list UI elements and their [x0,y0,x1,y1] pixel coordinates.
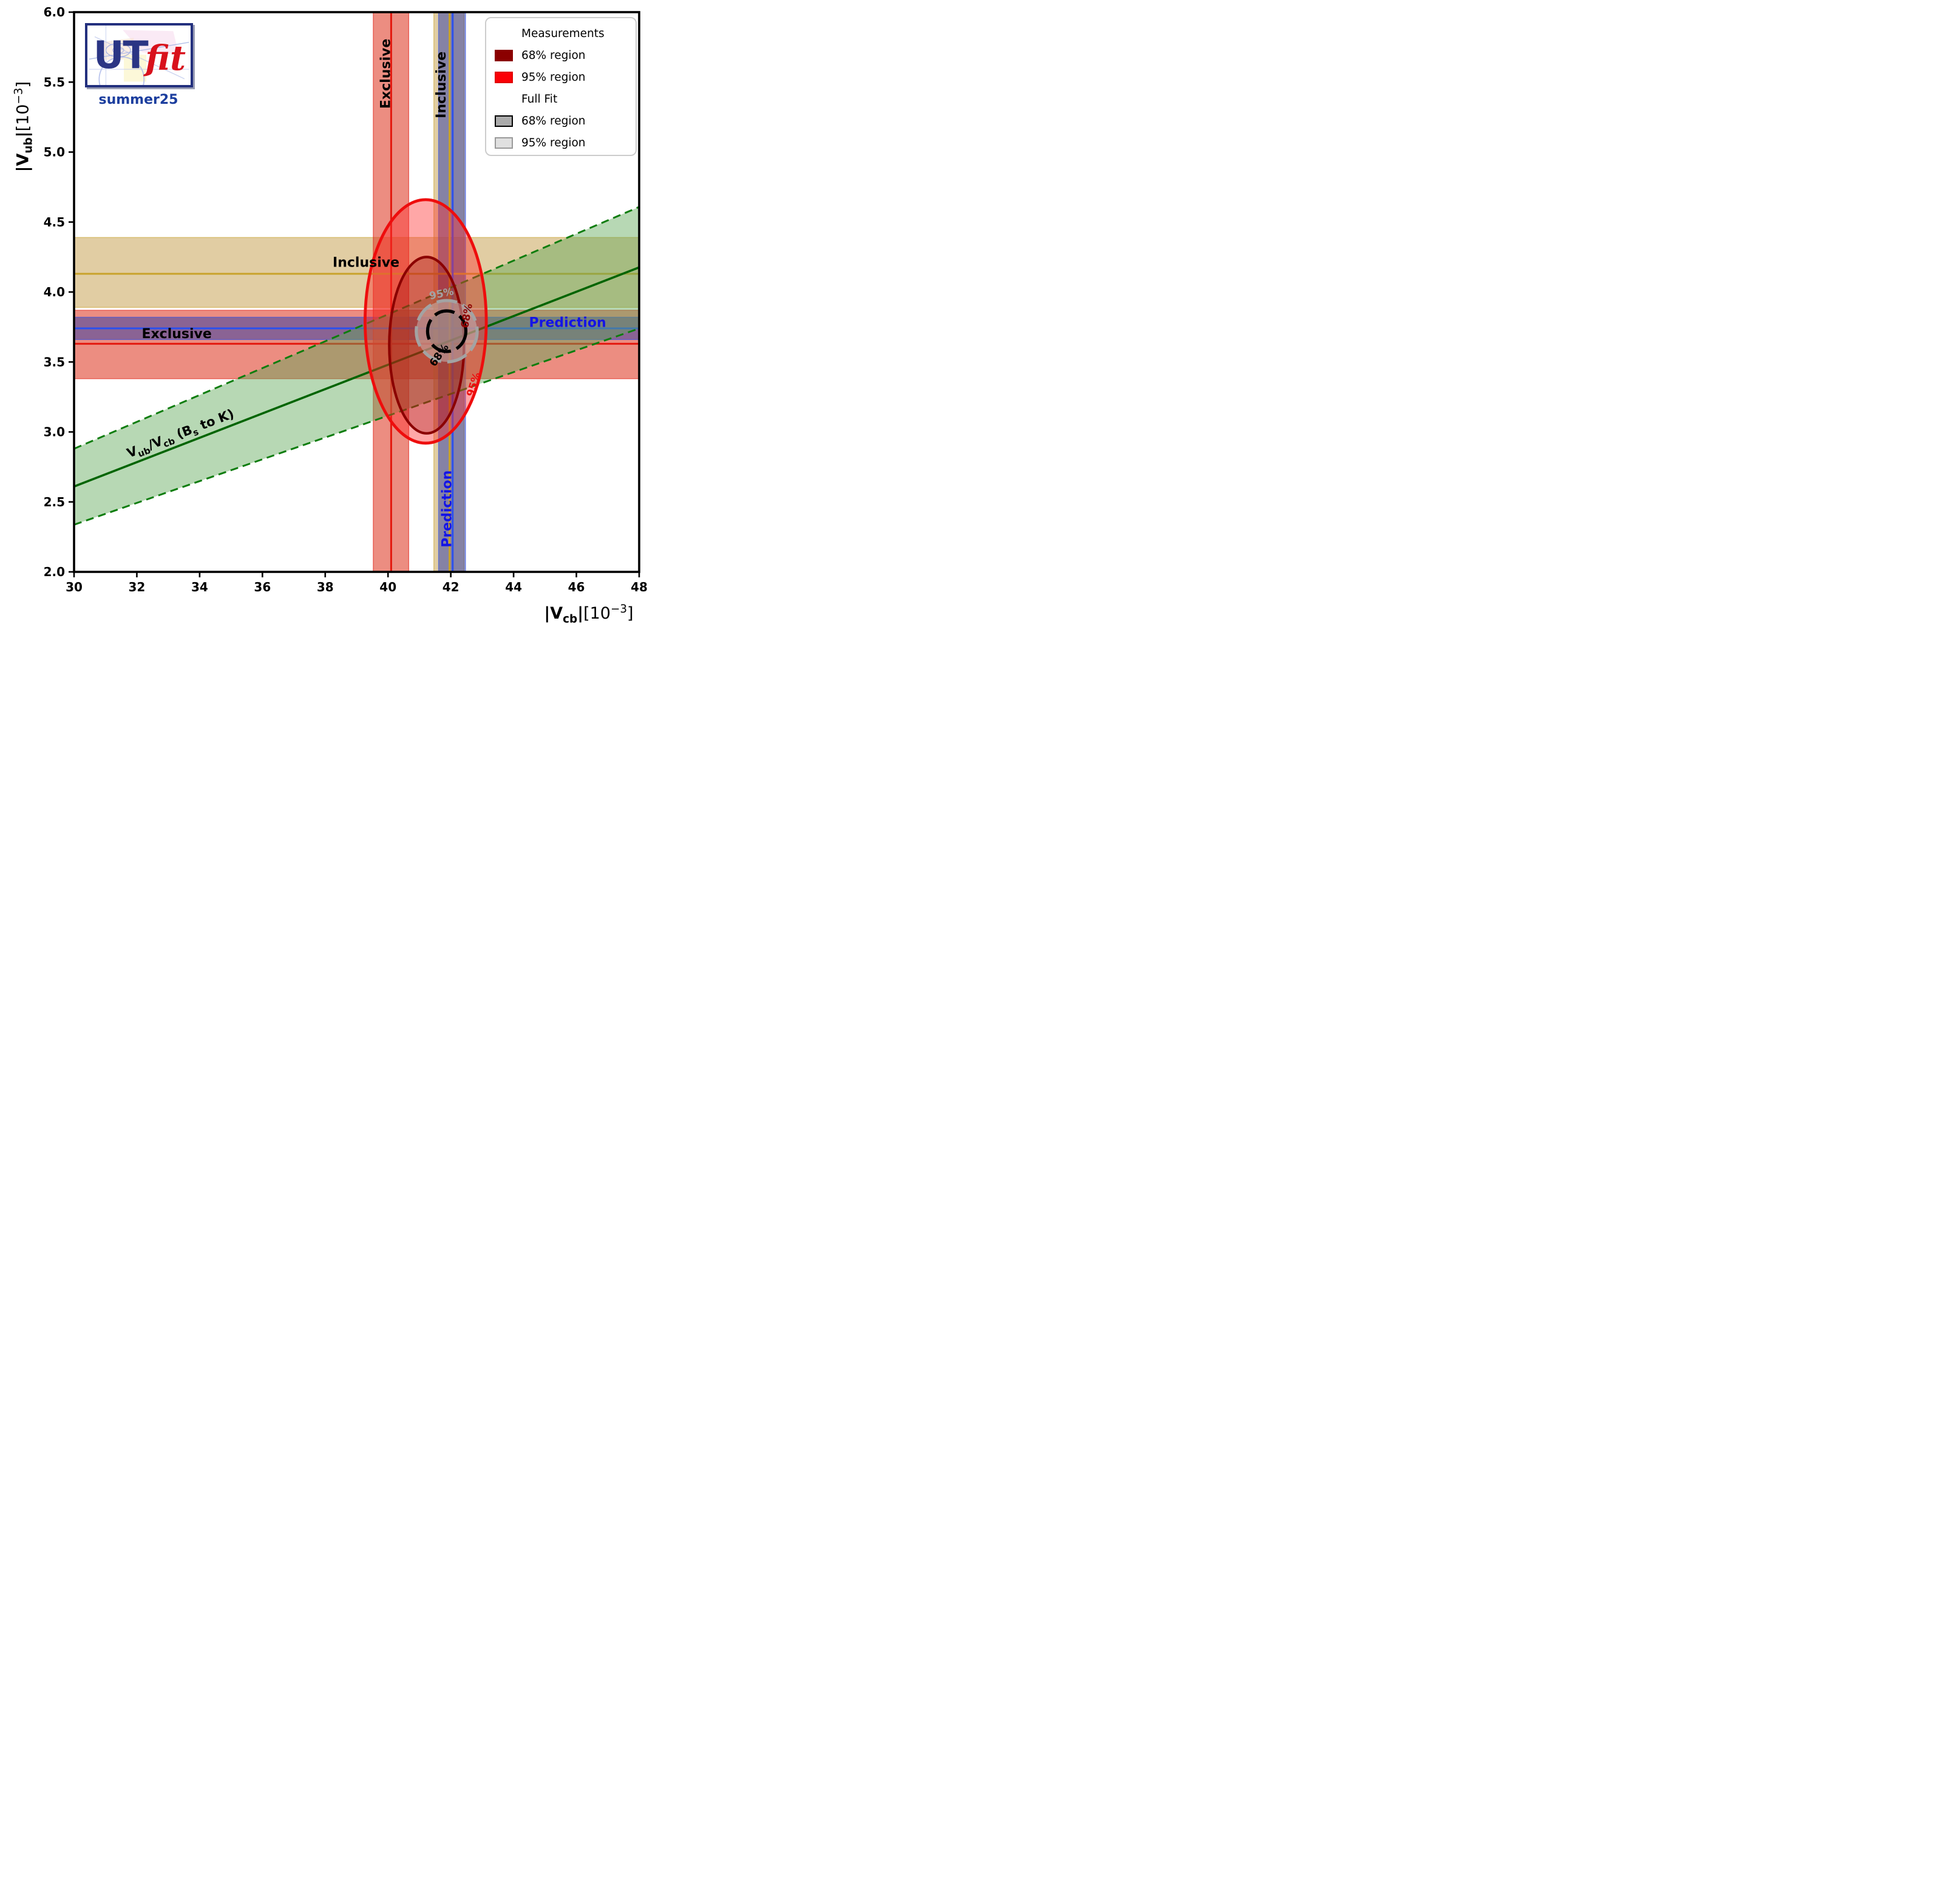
inclusive-vcb-label: Inclusive [434,52,449,118]
legend: Measurements 68% region 95% region Full … [485,17,637,156]
y-tick-label: 5.5 [44,75,65,89]
x-tick-label: 42 [443,580,459,594]
y-tick-label: 2.0 [44,565,65,579]
y-tick-label: 4.5 [44,215,65,229]
legend-swatch-gray-icon [495,115,513,127]
band-inclusive-vub [74,237,639,308]
x-axis-label: |Vcb|[10−3] [544,603,634,626]
legend-item-meas-95: 95% region [486,66,636,88]
logo-text-ut: UT [93,33,149,77]
utfit-logo-art-icon [89,25,189,85]
legend-item-meas-68: 68% region [486,44,636,66]
y-tick-label: 5.0 [44,145,65,160]
legend-title-full-fit: Full Fit [521,92,558,106]
ratio-band [74,206,639,525]
x-tick-label: 38 [317,580,334,594]
x-tick-label: 36 [254,580,271,594]
x-tick-label: 34 [191,580,208,594]
inclusive-vub-label: Inclusive [333,256,399,271]
x-tick-label: 48 [631,580,648,594]
prediction-vcb-label: Prediction [439,470,455,548]
y-tick-label: 2.5 [44,495,65,509]
x-tick-label: 30 [66,580,83,594]
edition-label: summer25 [98,92,178,107]
measurement-ellipse-95% [364,198,488,445]
full-fit-contour-68% [426,309,468,353]
y-tick-label: 6.0 [44,5,65,19]
x-tick-label: 44 [505,580,522,594]
exclusive-vub-label: Exclusive [141,327,211,342]
legend-item-fit-68: 68% region [486,110,636,132]
ratio-band-lower-dashed-line [74,327,639,526]
legend-swatch-darkred-icon [495,49,513,61]
legend-swatch-red-icon [495,71,513,83]
prediction-vub-label: Prediction [529,316,606,331]
y-axis-label: |Vub|[10−3] [12,81,35,172]
legend-title-measurements: Measurements [521,27,605,40]
exclusive-vcb-label: Exclusive [379,39,394,109]
full-fit-contour-95% [415,299,479,364]
chart-canvas: 30 32 34 36 38 40 42 44 46 48 2.0 2.5 3.0 3.5 4.0 4.5 5.… [44,5,648,594]
x-tick-label: 40 [379,580,396,594]
plot-area [74,12,639,572]
x-tick-label: 32 [129,580,146,594]
legend-swatch-lightgray-icon [495,137,513,149]
utfit-logo: UT fit [85,23,193,87]
y-tick-label: 4.0 [44,285,65,299]
ratio-band-centerline [74,266,639,488]
legend-item-fit-95: 95% region [486,132,636,154]
x-tick-label: 46 [568,580,585,594]
utfit-vub-vcb-figure: 30 32 34 36 38 40 42 44 46 48 2.0 2.5 3.0 3.5 4.0 4.5 5.… [0,0,653,634]
ratio-band-upper-dashed-line [74,206,639,450]
y-tick-label: 3.5 [44,355,65,369]
y-tick-label: 3.0 [44,425,65,440]
logo-text-fit: fit [145,38,186,78]
